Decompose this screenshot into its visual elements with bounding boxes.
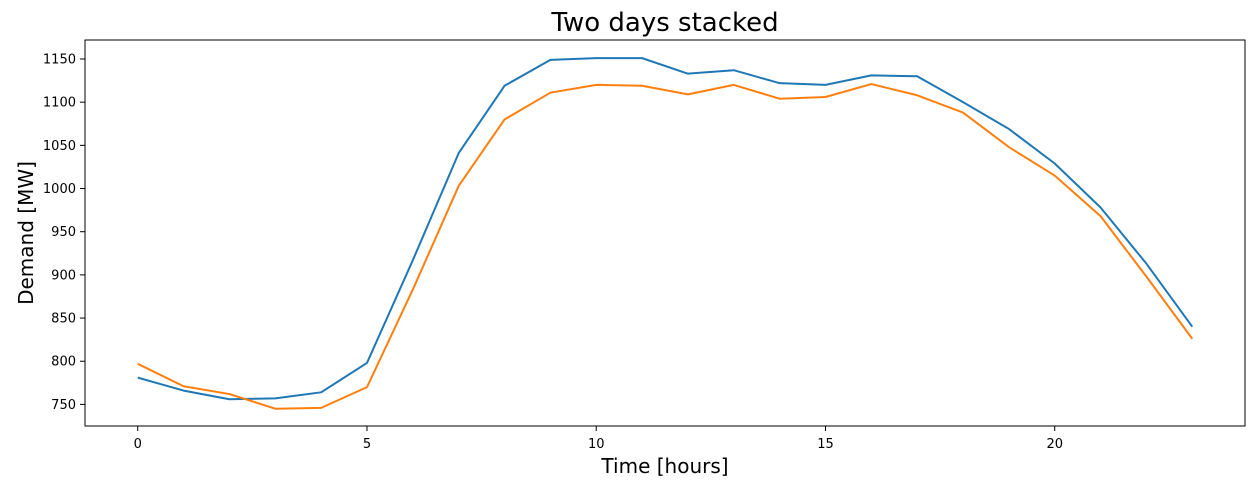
x-tick-label: 0 xyxy=(134,437,142,452)
plot-area xyxy=(84,39,1246,427)
y-tick-label: 950 xyxy=(51,225,76,240)
y-tick-label: 1050 xyxy=(43,139,76,154)
y-axis: 750 800 850 900 950 1000 1050 1100 1150 xyxy=(43,52,85,413)
y-tick-label: 750 xyxy=(51,398,76,413)
y-axis-title: Demand [MW] xyxy=(14,161,38,305)
y-tick-label: 800 xyxy=(51,355,76,370)
y-tick-label: 1150 xyxy=(43,52,76,67)
x-tick-label: 20 xyxy=(1046,437,1063,452)
y-tick-label: 900 xyxy=(51,268,76,283)
y-tick-label: 850 xyxy=(51,312,76,327)
x-tick-label: 10 xyxy=(588,437,605,452)
y-tick-label: 1100 xyxy=(43,96,76,111)
series-line-2 xyxy=(137,83,1194,410)
x-axis: 0 5 10 15 20 xyxy=(134,426,1063,452)
y-tick-label: 1000 xyxy=(43,182,76,197)
x-tick-label: 5 xyxy=(363,437,371,452)
x-tick-label: 15 xyxy=(817,437,834,452)
series-layer xyxy=(137,57,1194,410)
chart-title: Two days stacked xyxy=(550,8,778,38)
x-axis-title: Time [hours] xyxy=(600,454,728,478)
series-line-1 xyxy=(137,57,1194,401)
